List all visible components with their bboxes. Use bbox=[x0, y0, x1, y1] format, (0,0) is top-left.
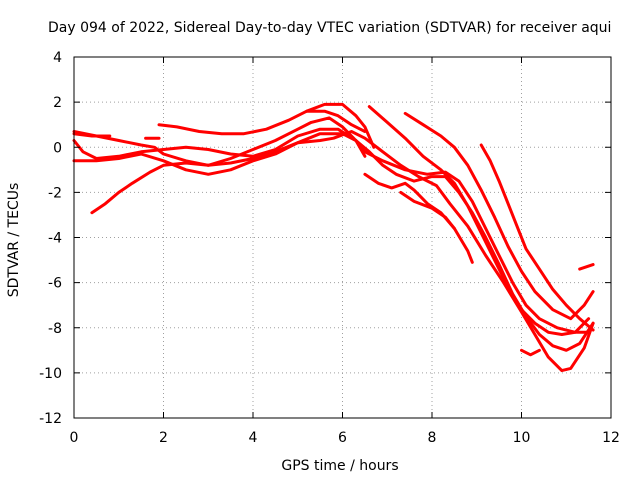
series-layer bbox=[72, 102, 595, 373]
series-track-11 bbox=[399, 190, 456, 230]
x-axis-label: GPS time / hours bbox=[281, 458, 398, 474]
x-tick-label: 6 bbox=[338, 430, 347, 446]
series-track-6 bbox=[367, 105, 591, 336]
x-tick-label: 12 bbox=[602, 430, 620, 446]
x-tick-label: 0 bbox=[70, 430, 79, 446]
ticks bbox=[73, 56, 612, 419]
x-tick-labels: 0 2 4 6 8 10 12 bbox=[70, 430, 620, 446]
y-tick-label: -4 bbox=[48, 231, 62, 247]
series-track-15 bbox=[72, 132, 112, 138]
series-track-14 bbox=[305, 109, 367, 133]
y-tick-label: -10 bbox=[39, 366, 62, 382]
y-tick-label: -12 bbox=[39, 411, 62, 427]
y-tick-label: 2 bbox=[53, 95, 62, 111]
chart-title: Day 094 of 2022, Sidereal Day-to-day VTE… bbox=[48, 20, 611, 36]
series-track-2 bbox=[72, 127, 595, 352]
y-tick-label: -8 bbox=[48, 321, 62, 337]
series-track-7 bbox=[403, 111, 595, 321]
series-track-5 bbox=[157, 102, 376, 149]
y-tick-label: -2 bbox=[48, 185, 62, 201]
series-track-13 bbox=[578, 263, 595, 271]
x-tick-label: 4 bbox=[249, 430, 258, 446]
x-tick-label: 2 bbox=[159, 430, 168, 446]
x-tick-label: 8 bbox=[428, 430, 437, 446]
y-tick-label: 4 bbox=[53, 50, 62, 66]
y-tick-label: 0 bbox=[53, 140, 62, 156]
series-track-8 bbox=[479, 143, 595, 332]
series-track-10 bbox=[363, 172, 474, 264]
x-tick-label: 10 bbox=[513, 430, 531, 446]
y-axis-label: SDTVAR / TECUs bbox=[6, 183, 22, 298]
grid bbox=[74, 57, 611, 418]
series-track-12 bbox=[520, 348, 541, 357]
y-tick-label: -6 bbox=[48, 276, 62, 292]
y-tick-labels: -12 -10 -8 -6 -4 -2 0 2 4 bbox=[39, 50, 62, 427]
series-track-3 bbox=[72, 130, 595, 373]
series-track-4 bbox=[90, 116, 591, 334]
series-track-1 bbox=[72, 130, 367, 167]
